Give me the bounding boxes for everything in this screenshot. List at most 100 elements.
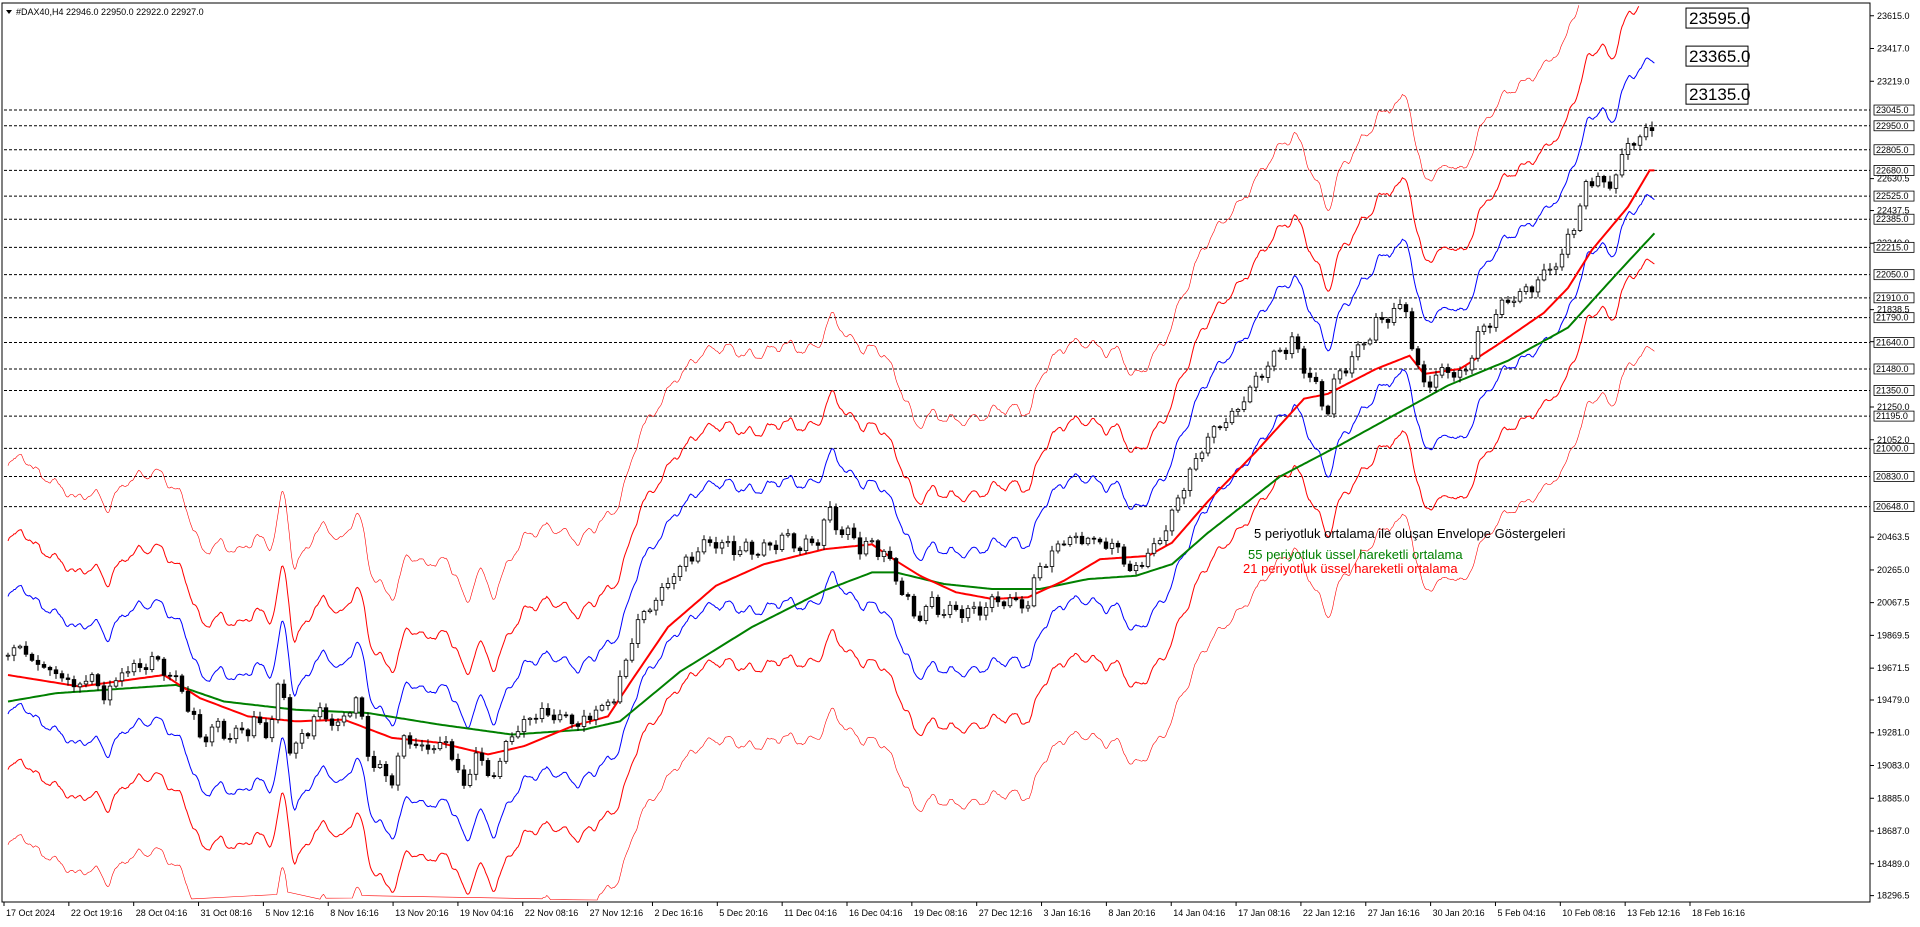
candle-body-up: [785, 533, 791, 536]
candle-body-down: [563, 714, 569, 717]
y-tick-label: 18687.0: [1877, 826, 1910, 836]
candle-body-down: [713, 542, 719, 549]
candle-body-up: [1637, 136, 1643, 146]
candle-body-up: [1145, 552, 1151, 567]
candle: [1349, 351, 1355, 378]
candle: [17, 644, 23, 650]
candle-body-down: [791, 533, 797, 549]
x-tick-label: 27 Jan 16:16: [1368, 908, 1420, 918]
candle: [329, 713, 335, 731]
candle: [1337, 368, 1343, 384]
y-tick-label: 21838.5: [1877, 305, 1910, 315]
candle: [1421, 360, 1427, 388]
candle: [1217, 425, 1223, 431]
candle: [167, 672, 173, 681]
candle-body-up: [209, 726, 215, 743]
candle: [1313, 372, 1319, 385]
candle-body-up: [1199, 452, 1205, 459]
candle: [185, 686, 191, 713]
candle-body-up: [611, 701, 617, 704]
candle: [803, 534, 809, 554]
candle: [1385, 317, 1391, 329]
candle: [737, 545, 743, 557]
candle-body-down: [1097, 538, 1103, 543]
candle: [47, 665, 53, 676]
candle-body-up: [1277, 349, 1283, 352]
candle: [239, 721, 245, 734]
candle-body-down: [1115, 542, 1121, 548]
candle: [1547, 263, 1553, 276]
candle-body-up: [539, 708, 545, 720]
candle-body-up: [593, 709, 599, 721]
candle: [389, 773, 395, 789]
candle: [923, 604, 929, 625]
candle-body-down: [893, 558, 899, 582]
level-price-label: 20830.0: [1876, 471, 1909, 481]
candle-body-down: [575, 723, 581, 727]
envelope-lower-1: [7, 194, 1655, 842]
candle-body-down: [173, 675, 179, 678]
annotation-ema21: 21 periyotluk üssel hareketli ortalama: [1243, 561, 1458, 576]
candle: [1079, 531, 1085, 546]
chart-menu-arrow-icon[interactable]: [6, 10, 12, 14]
candle-body-down: [281, 683, 287, 698]
candle-body-up: [701, 539, 707, 553]
candle-body-down: [1445, 367, 1451, 373]
candle: [995, 591, 1001, 607]
envelope-value-label: 23135.0: [1689, 85, 1750, 104]
candle-body-up: [83, 680, 89, 685]
candle: [569, 713, 575, 729]
candle-body-down: [1019, 599, 1025, 609]
candle-body-up: [1643, 127, 1649, 138]
candle: [101, 681, 107, 705]
candle-body-up: [629, 643, 635, 661]
candle-body-down: [167, 674, 173, 677]
candle: [983, 602, 989, 621]
candle-body-up: [671, 576, 677, 584]
level-price-box: [1873, 213, 1915, 225]
candle: [1277, 347, 1283, 353]
x-tick-label: 13 Nov 20:16: [395, 908, 449, 918]
level-price-box: [1873, 501, 1915, 512]
candle: [335, 718, 341, 732]
candle-body-down: [137, 663, 143, 668]
candle: [671, 573, 677, 590]
candle: [311, 714, 317, 740]
price-axis[interactable]: 23615.023417.023219.022630.522437.522240…: [1870, 11, 1915, 901]
candle: [53, 666, 59, 679]
candle-body-up: [683, 556, 689, 567]
candle-body-up: [1181, 490, 1187, 499]
x-tick-label: 22 Oct 19:16: [71, 908, 123, 918]
candle: [743, 538, 749, 553]
candle: [539, 702, 545, 723]
envelope-value-box: [1685, 83, 1749, 105]
candle: [359, 696, 365, 720]
candle: [1025, 600, 1031, 612]
candle-body-up: [1169, 509, 1175, 532]
candle: [1259, 373, 1265, 381]
candle-body-up: [335, 721, 341, 726]
candle-body-up: [311, 716, 317, 737]
candle: [767, 541, 773, 551]
candle-body-up: [1391, 308, 1397, 323]
y-tick-label: 20067.5: [1877, 598, 1910, 608]
level-price-box: [1873, 292, 1915, 304]
candle-body-up: [761, 542, 767, 556]
time-axis[interactable]: 17 Oct 2024 22 Oct 19:16 28 Oct 04:16 31 Oc…: [3, 902, 1745, 918]
candle-body-up: [1067, 537, 1073, 545]
candle: [1037, 562, 1043, 581]
candle: [1625, 137, 1631, 160]
candle-body-down: [887, 550, 893, 559]
candle-body-up: [1493, 314, 1499, 328]
candle: [71, 675, 77, 693]
candle-body-up: [503, 741, 509, 762]
candle-body-up: [1187, 468, 1193, 491]
candle-body-up: [1265, 365, 1271, 378]
candle-body-up: [353, 697, 359, 714]
candle: [1535, 276, 1541, 298]
candle-body-up: [1043, 566, 1049, 568]
candle: [809, 535, 815, 546]
